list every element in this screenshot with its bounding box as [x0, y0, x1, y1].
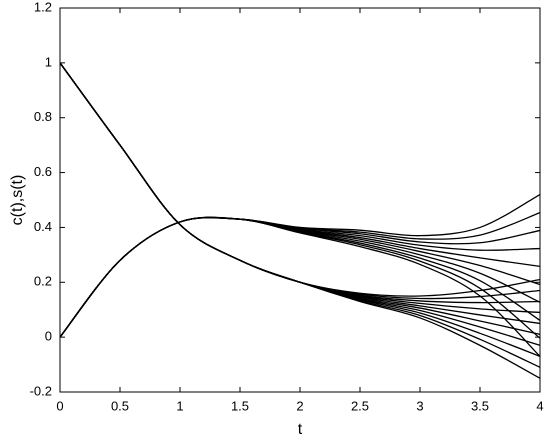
- x-tick-label: 3: [416, 398, 423, 413]
- y-tick-label: 0.8: [34, 109, 52, 124]
- x-tick-label: 2: [296, 398, 303, 413]
- line: [59, 62, 541, 379]
- y-tick-label: 1: [45, 54, 52, 69]
- x-tick-label: 4: [536, 398, 543, 413]
- plot-frame: [59, 7, 541, 393]
- y-tick-label: -0.2: [30, 383, 52, 398]
- y-tick-label: 0.2: [34, 274, 52, 289]
- y-axis-label: c(t),s(t): [9, 175, 26, 226]
- x-tick-label: 1: [176, 398, 183, 413]
- x-tick-label: 3.5: [471, 398, 489, 413]
- line: [59, 216, 541, 357]
- x-tick-label: 0: [56, 398, 63, 413]
- x-tick-label: 0.5: [111, 398, 129, 413]
- y-tick-label: 0.6: [34, 164, 52, 179]
- x-axis-label: t: [298, 421, 303, 438]
- x-tick-label: 1.5: [231, 398, 249, 413]
- y-tick-label: 0.4: [34, 219, 52, 234]
- y-tick-label: 0: [45, 329, 52, 344]
- x-tick-label: 2.5: [351, 398, 369, 413]
- y-tick-label: 1.2: [34, 0, 52, 14]
